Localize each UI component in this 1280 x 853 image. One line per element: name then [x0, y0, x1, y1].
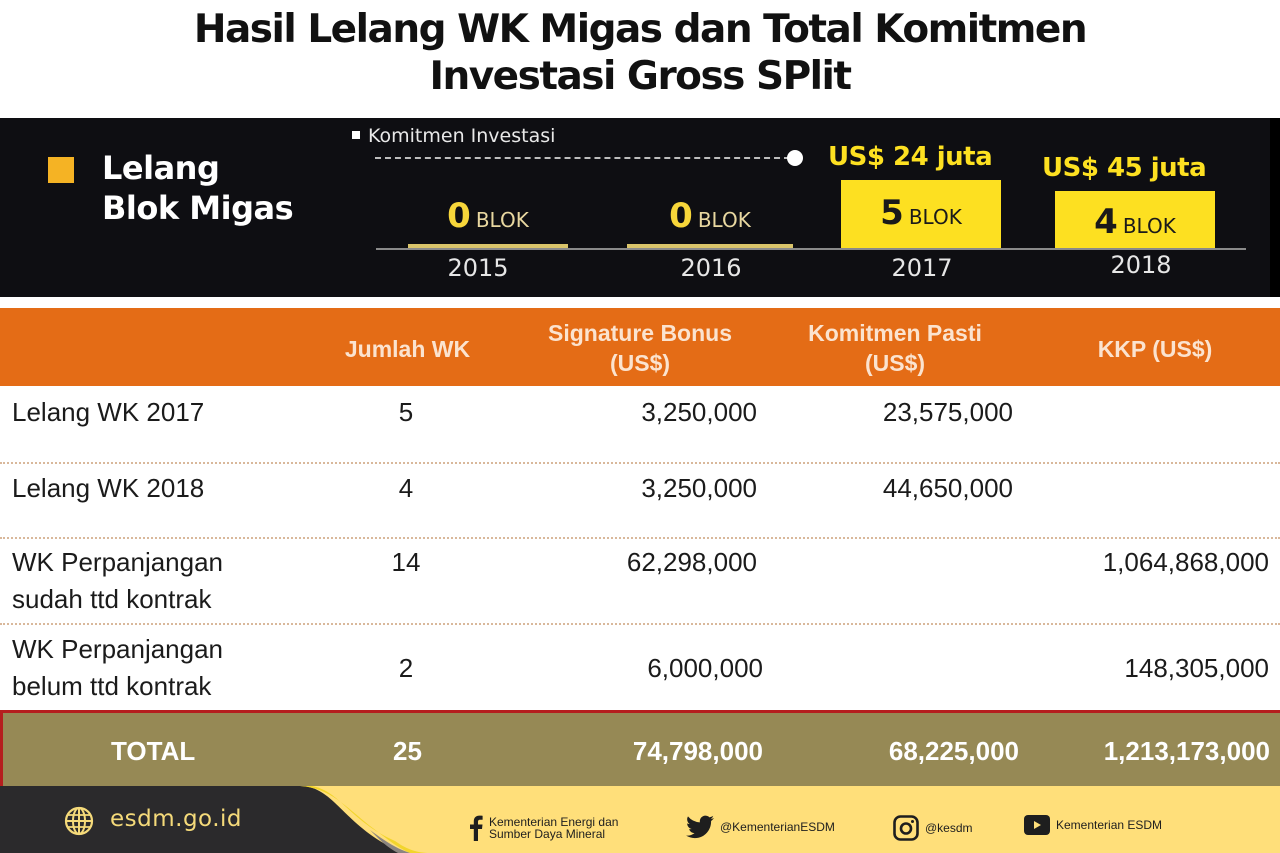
cell-signature-bonus: 6,000,000: [647, 653, 763, 683]
commitment-2018: US$ 45 juta: [1042, 153, 1207, 183]
cell-jumlah: 2: [398, 653, 414, 683]
year-label-2018: 2018: [1110, 251, 1172, 279]
cell-jumlah: 4: [398, 473, 414, 503]
total-row: TOTAL 25 74,798,000 68,225,000 1,213,173…: [0, 710, 1280, 786]
cell-signature-bonus: 3,250,000: [641, 397, 757, 427]
row-label: WK Perpanjangan sudah ttd kontrak: [12, 547, 224, 614]
page-title: Hasil Lelang WK Migas dan Total Komitmen…: [0, 6, 1280, 100]
globe-icon: [64, 806, 94, 836]
row-divider: [0, 462, 1280, 464]
row-label: Lelang WK 2017: [12, 397, 205, 427]
facebook-icon: [470, 815, 483, 841]
commitment-dashed-line: [375, 157, 790, 159]
table-header: Jumlah WK Signature Bonus (US$) Komitmen …: [0, 308, 1280, 386]
total-jumlah: 25: [393, 736, 422, 766]
instagram-icon: [893, 815, 919, 841]
cell-jumlah: 14: [391, 547, 421, 577]
twitter-link[interactable]: @KementerianESDM: [686, 815, 835, 839]
blok-label-2017: 5 BLOK: [880, 193, 962, 233]
col-komitmen-pasti: Komitmen Pasti (US$): [808, 320, 982, 376]
cell-komitmen-pasti: 23,575,000: [882, 397, 1013, 427]
blok-label-2018: 4 BLOK: [1094, 202, 1176, 242]
footer: esdm.go.id: [0, 786, 1280, 853]
chart-heading: Lelang Blok Migas: [102, 149, 294, 227]
instagram-link[interactable]: @kesdm: [893, 815, 973, 841]
row-divider: [0, 537, 1280, 539]
cell-jumlah: 5: [398, 397, 414, 427]
website-link[interactable]: esdm.go.id: [110, 806, 243, 832]
twitter-icon: [686, 815, 714, 839]
row-label: Lelang WK 2018: [12, 473, 205, 503]
commitment-2017: US$ 24 juta: [828, 142, 993, 172]
year-label-2016: 2016: [680, 254, 742, 282]
total-signature-bonus: 74,798,000: [632, 736, 763, 766]
row-divider: [0, 623, 1280, 625]
cell-kkp: 1,064,868,000: [1102, 547, 1269, 577]
total-label: TOTAL: [111, 736, 196, 766]
title-line-1: Hasil Lelang WK Migas dan Total Komitmen: [193, 7, 1088, 52]
bar-2015: [408, 244, 568, 248]
row-label: WK Perpanjangan belum ttd kontrak: [12, 634, 224, 701]
bar-2018: [1055, 191, 1215, 248]
chart-baseline: [376, 248, 1246, 250]
series-legend: Komitmen Investasi: [352, 124, 555, 148]
cell-kkp: 148,305,000: [1124, 653, 1269, 683]
col-jumlah-wk: Jumlah WK: [344, 336, 471, 362]
total-komitmen-pasti: 68,225,000: [888, 736, 1019, 766]
cell-signature-bonus: 3,250,000: [641, 473, 757, 503]
total-kkp: 1,213,173,000: [1103, 736, 1270, 766]
bar-2017: [841, 180, 1001, 248]
blok-label-2015: 0 BLOK: [447, 196, 529, 236]
bar-2016: [627, 244, 793, 248]
youtube-link[interactable]: Kementerian ESDM: [1024, 815, 1162, 835]
panel-edge: [1270, 118, 1280, 297]
cell-signature-bonus: 62,298,000: [626, 547, 757, 577]
facebook-link[interactable]: Kementerian Energi dan Sumber Daya Minera…: [469, 815, 618, 841]
cell-komitmen-pasti: 44,650,000: [882, 473, 1013, 503]
year-label-2015: 2015: [447, 254, 509, 282]
title-line-2: Investasi Gross SPlit: [429, 54, 852, 99]
col-signature-bonus: Signature Bonus (US$): [547, 320, 732, 376]
legend-dot-icon: [352, 131, 360, 139]
footer-wave-decoration: [0, 786, 430, 853]
youtube-icon: [1024, 815, 1050, 835]
blok-label-2016: 0 BLOK: [669, 196, 751, 236]
year-label-2017: 2017: [891, 254, 953, 282]
col-kkp: KKP (US$): [1097, 336, 1213, 362]
commitment-marker-icon: [787, 150, 803, 166]
legend-square-icon: [48, 157, 74, 183]
